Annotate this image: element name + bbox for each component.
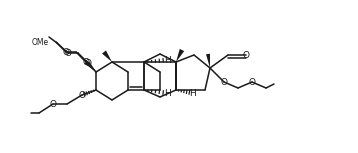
Text: H: H (164, 56, 170, 65)
Polygon shape (84, 61, 96, 72)
Text: O: O (82, 58, 90, 67)
Polygon shape (87, 62, 96, 72)
Text: O: O (49, 99, 57, 108)
Text: O: O (78, 91, 86, 99)
Polygon shape (206, 54, 210, 68)
Polygon shape (176, 49, 184, 62)
Text: O: O (221, 78, 227, 86)
Text: O: O (242, 50, 250, 60)
Text: O: O (64, 49, 72, 58)
Text: O: O (84, 58, 92, 67)
Text: H: H (189, 88, 195, 97)
Text: OMe: OMe (32, 37, 49, 47)
Text: O: O (248, 78, 256, 86)
Text: H: H (164, 88, 170, 97)
Text: O: O (63, 47, 69, 56)
Polygon shape (102, 50, 112, 62)
